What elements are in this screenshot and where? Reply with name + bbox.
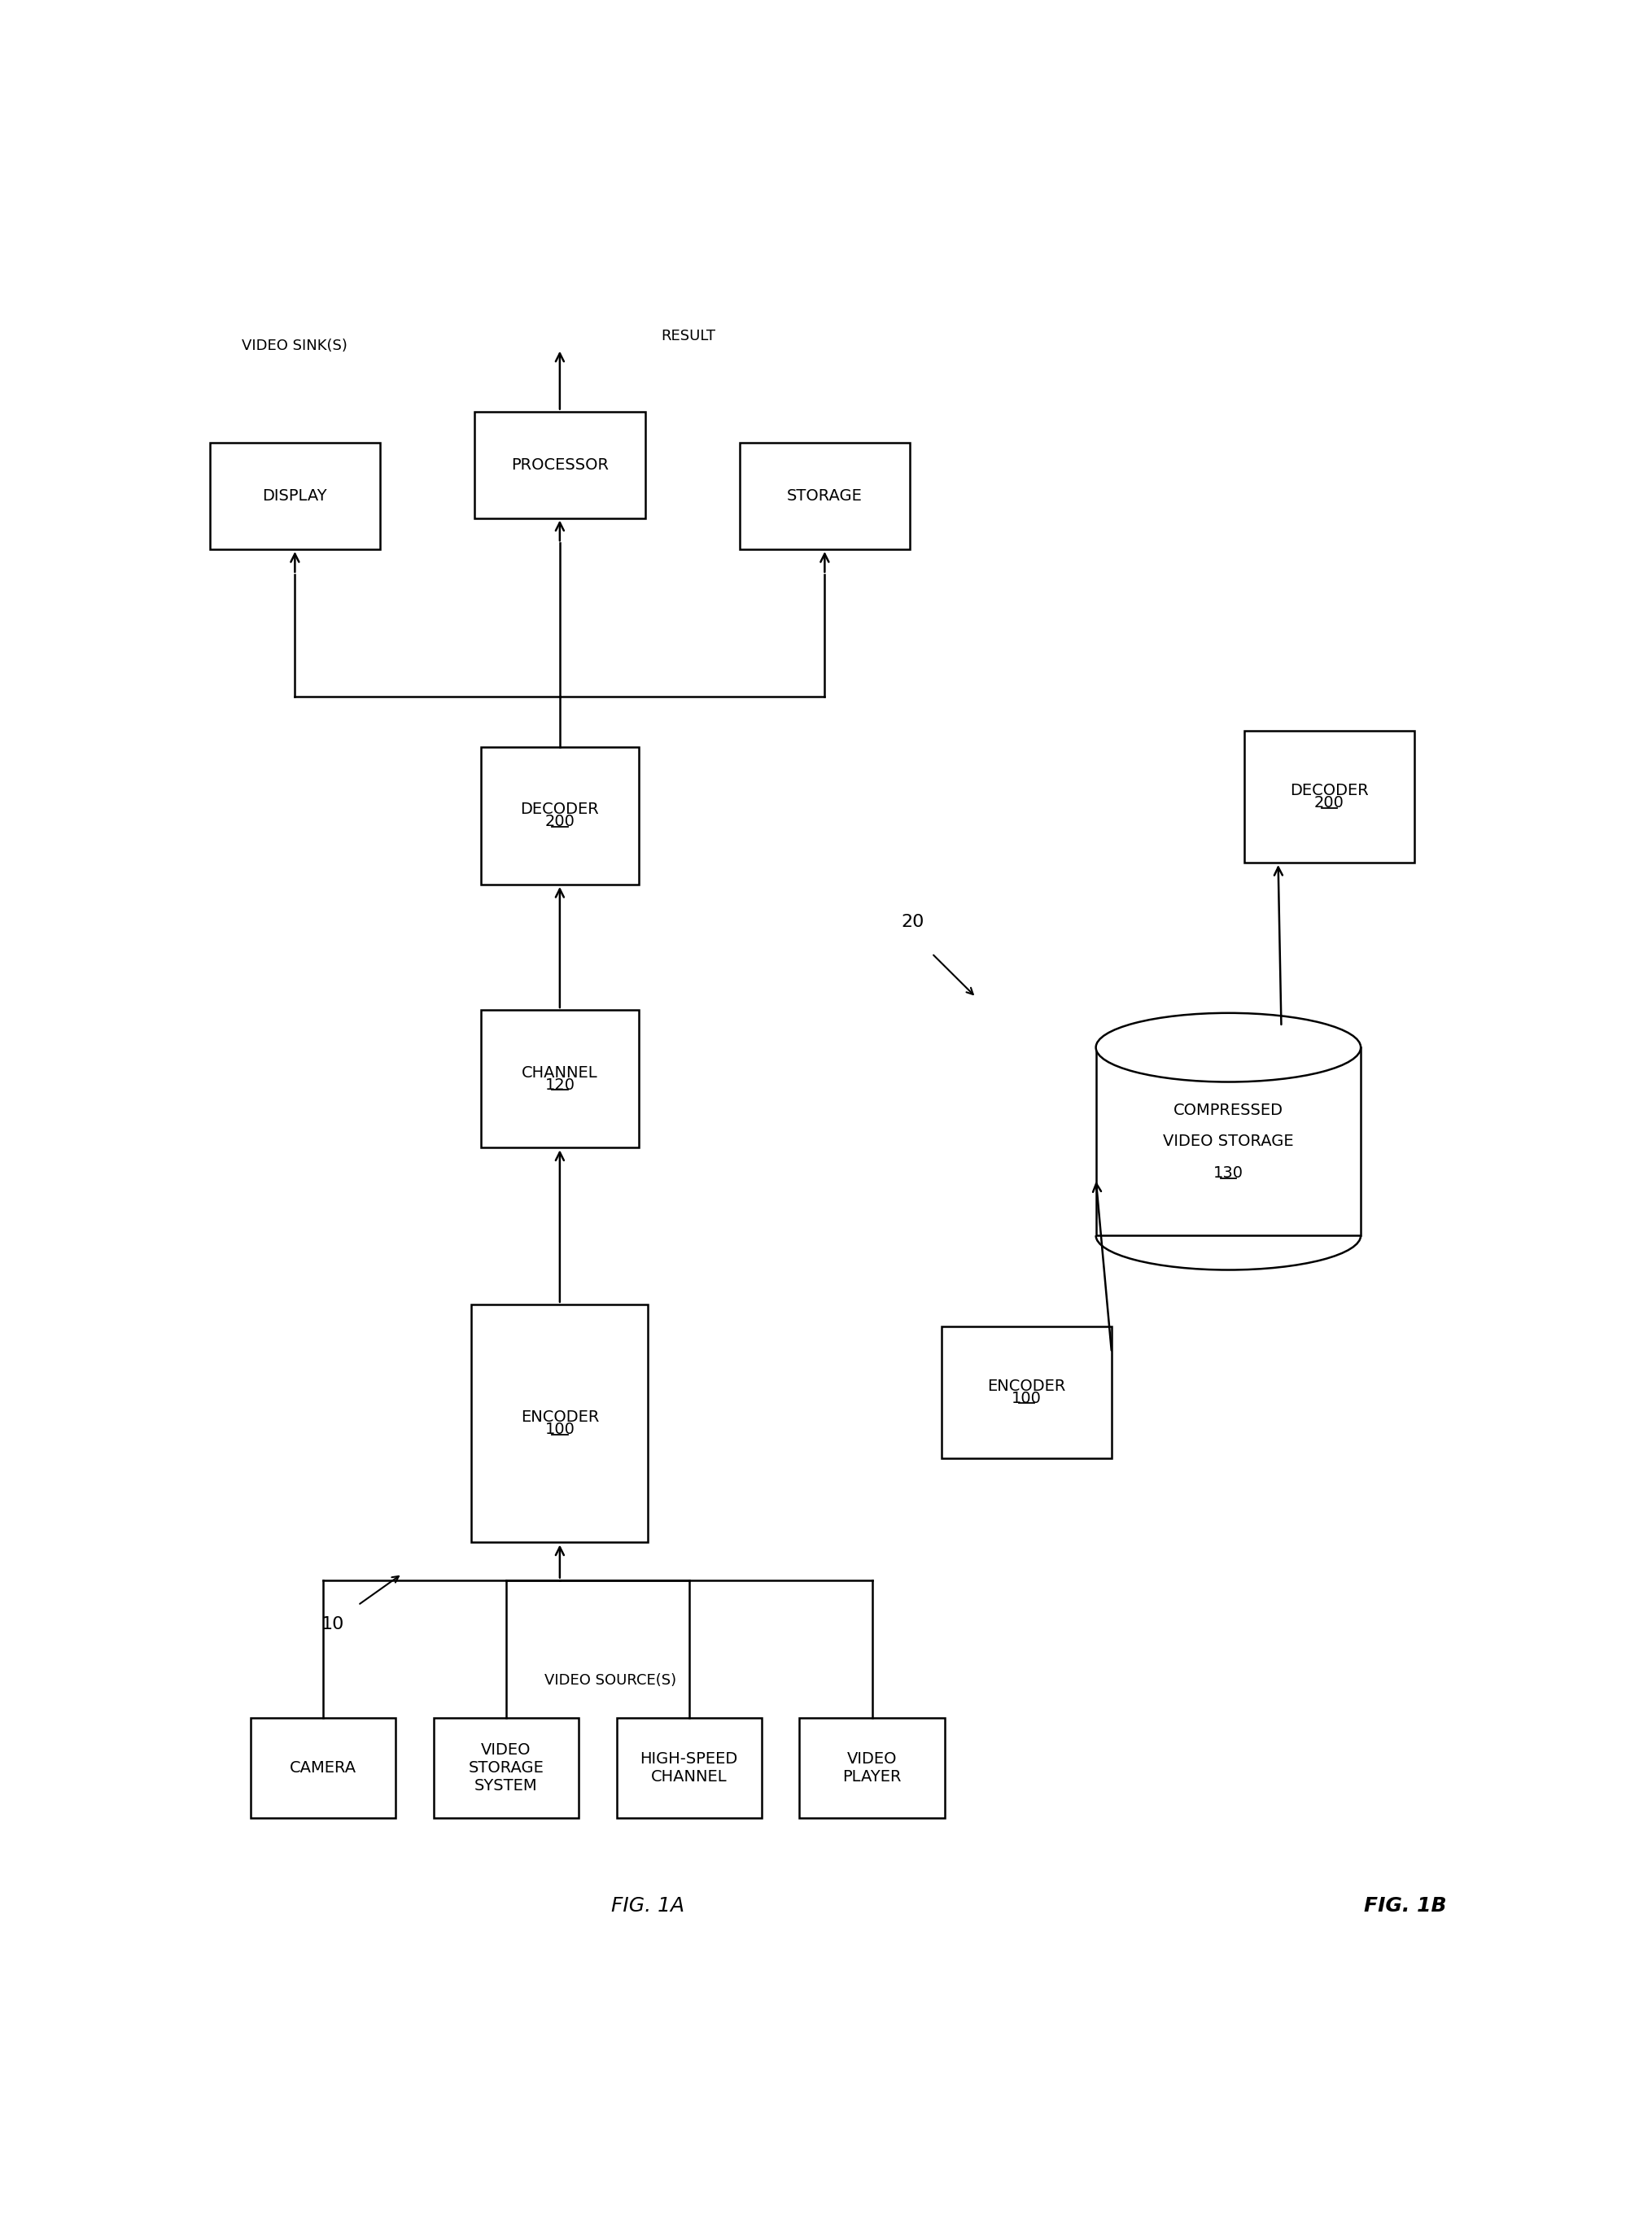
Bar xyxy=(800,1717,943,1818)
Text: VIDEO
STORAGE
SYSTEM: VIDEO STORAGE SYSTEM xyxy=(468,1742,544,1793)
Bar xyxy=(738,442,909,549)
Text: 120: 120 xyxy=(545,1076,575,1092)
Ellipse shape xyxy=(1095,1014,1360,1083)
Text: PROCESSOR: PROCESSOR xyxy=(510,458,608,473)
Bar xyxy=(474,411,644,518)
Text: STORAGE: STORAGE xyxy=(786,489,862,505)
Text: 200: 200 xyxy=(1313,795,1343,811)
Bar xyxy=(616,1717,762,1818)
Bar xyxy=(210,442,380,549)
Bar xyxy=(1244,730,1414,862)
Text: ENCODER: ENCODER xyxy=(520,1409,598,1425)
Text: CHANNEL: CHANNEL xyxy=(522,1065,598,1081)
Bar xyxy=(481,746,638,884)
Bar xyxy=(433,1717,578,1818)
Bar xyxy=(1095,1047,1360,1235)
Bar xyxy=(942,1326,1112,1458)
Text: ENCODER: ENCODER xyxy=(986,1378,1066,1393)
Text: 200: 200 xyxy=(545,815,575,828)
Bar xyxy=(251,1717,395,1818)
Text: FIG. 1A: FIG. 1A xyxy=(611,1896,684,1916)
Text: DECODER: DECODER xyxy=(520,802,600,817)
Text: 100: 100 xyxy=(1011,1391,1041,1407)
Bar xyxy=(471,1304,648,1543)
Text: FIG. 1B: FIG. 1B xyxy=(1363,1896,1446,1916)
Text: 20: 20 xyxy=(900,913,923,931)
Text: 130: 130 xyxy=(1213,1166,1242,1181)
Text: COMPRESSED: COMPRESSED xyxy=(1173,1103,1282,1119)
Text: HIGH-SPEED
CHANNEL: HIGH-SPEED CHANNEL xyxy=(639,1751,738,1784)
Text: VIDEO
PLAYER: VIDEO PLAYER xyxy=(843,1751,900,1784)
Text: VIDEO SINK(S): VIDEO SINK(S) xyxy=(241,339,347,353)
Text: VIDEO STORAGE: VIDEO STORAGE xyxy=(1163,1134,1294,1150)
Text: 100: 100 xyxy=(545,1422,575,1438)
Text: CAMERA: CAMERA xyxy=(289,1760,357,1775)
Text: 10: 10 xyxy=(320,1617,344,1632)
Text: DISPLAY: DISPLAY xyxy=(263,489,327,505)
Text: RESULT: RESULT xyxy=(661,328,715,344)
Text: VIDEO SOURCE(S): VIDEO SOURCE(S) xyxy=(544,1673,676,1688)
Bar xyxy=(481,1009,638,1148)
Text: DECODER: DECODER xyxy=(1289,784,1368,799)
